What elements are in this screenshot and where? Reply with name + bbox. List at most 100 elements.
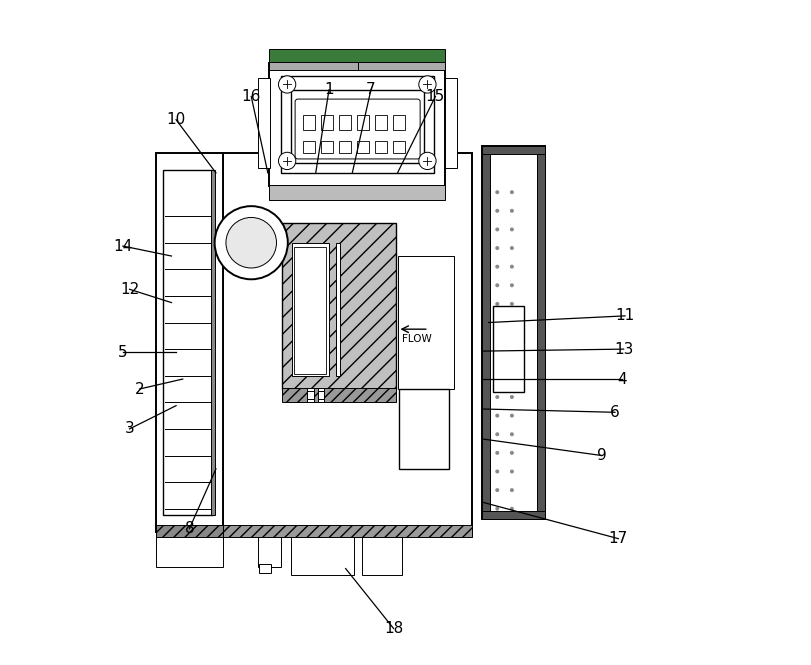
Text: FLOW: FLOW	[402, 334, 432, 344]
Text: 12: 12	[120, 282, 139, 297]
Circle shape	[510, 265, 514, 269]
Circle shape	[510, 488, 514, 492]
Bar	[307, 388, 314, 402]
Bar	[482, 511, 545, 519]
Bar	[321, 141, 333, 153]
Circle shape	[226, 217, 277, 268]
Circle shape	[496, 414, 500, 418]
Circle shape	[510, 451, 514, 455]
Bar	[537, 146, 545, 519]
Bar	[269, 185, 445, 199]
Bar	[303, 115, 315, 130]
Bar	[393, 141, 405, 153]
Circle shape	[510, 339, 514, 343]
Bar	[260, 564, 271, 573]
Circle shape	[496, 507, 500, 511]
Text: 10: 10	[166, 112, 186, 127]
Circle shape	[510, 227, 514, 231]
Bar	[399, 389, 448, 469]
Text: 2: 2	[135, 382, 144, 396]
Text: 9: 9	[597, 448, 607, 463]
Text: 3: 3	[125, 422, 135, 436]
Bar	[163, 170, 212, 515]
Circle shape	[510, 190, 514, 194]
Bar	[307, 391, 314, 399]
Bar	[375, 115, 387, 130]
Circle shape	[496, 227, 500, 231]
Circle shape	[496, 451, 500, 455]
Circle shape	[510, 395, 514, 399]
Circle shape	[510, 283, 514, 287]
Text: 13: 13	[614, 342, 633, 356]
Bar	[363, 535, 402, 575]
Circle shape	[496, 395, 500, 399]
Text: 1: 1	[324, 82, 334, 97]
Circle shape	[496, 302, 500, 306]
Circle shape	[496, 246, 500, 250]
Circle shape	[510, 469, 514, 473]
Text: 6: 6	[610, 405, 620, 420]
Circle shape	[496, 265, 500, 269]
Bar	[258, 535, 281, 567]
Circle shape	[510, 432, 514, 436]
Bar	[269, 63, 445, 186]
Bar	[269, 49, 445, 63]
Bar	[211, 170, 215, 515]
Bar	[318, 391, 324, 399]
Text: 7: 7	[366, 82, 375, 97]
Circle shape	[278, 152, 296, 170]
Bar	[223, 153, 472, 532]
Bar	[482, 146, 545, 154]
Circle shape	[510, 376, 514, 380]
Bar	[157, 535, 223, 567]
Bar	[336, 243, 340, 376]
Circle shape	[510, 358, 514, 362]
Bar	[157, 153, 223, 532]
Circle shape	[496, 209, 500, 213]
Bar	[393, 115, 405, 130]
Bar	[303, 141, 315, 153]
Bar	[375, 141, 387, 153]
Circle shape	[510, 507, 514, 511]
Bar	[223, 525, 472, 537]
Circle shape	[215, 206, 288, 279]
Circle shape	[496, 283, 500, 287]
Bar	[357, 115, 369, 130]
Bar	[397, 256, 454, 389]
Bar	[444, 78, 457, 168]
Bar	[258, 78, 270, 168]
Bar	[294, 247, 326, 374]
Text: 17: 17	[609, 531, 628, 546]
Circle shape	[510, 302, 514, 306]
Bar	[339, 141, 351, 153]
Bar	[282, 388, 396, 402]
Circle shape	[496, 321, 500, 325]
Bar	[339, 115, 351, 130]
FancyBboxPatch shape	[295, 99, 420, 159]
Bar	[281, 76, 434, 173]
Text: 15: 15	[426, 89, 445, 104]
Bar	[357, 141, 369, 153]
Text: 16: 16	[242, 89, 261, 104]
Bar	[318, 388, 324, 402]
Circle shape	[510, 209, 514, 213]
Circle shape	[496, 190, 500, 194]
Bar	[282, 223, 396, 389]
Text: 4: 4	[617, 372, 626, 386]
Circle shape	[418, 76, 436, 93]
Circle shape	[278, 76, 296, 93]
Text: 5: 5	[118, 345, 127, 360]
Bar	[293, 243, 329, 376]
Bar	[157, 525, 223, 537]
Text: 18: 18	[384, 621, 403, 636]
Bar	[291, 90, 424, 163]
Bar	[321, 115, 333, 130]
Bar	[269, 62, 445, 70]
Circle shape	[418, 152, 436, 170]
Circle shape	[510, 321, 514, 325]
Bar	[482, 146, 545, 519]
Circle shape	[510, 246, 514, 250]
Circle shape	[496, 469, 500, 473]
Circle shape	[496, 376, 500, 380]
Circle shape	[496, 432, 500, 436]
